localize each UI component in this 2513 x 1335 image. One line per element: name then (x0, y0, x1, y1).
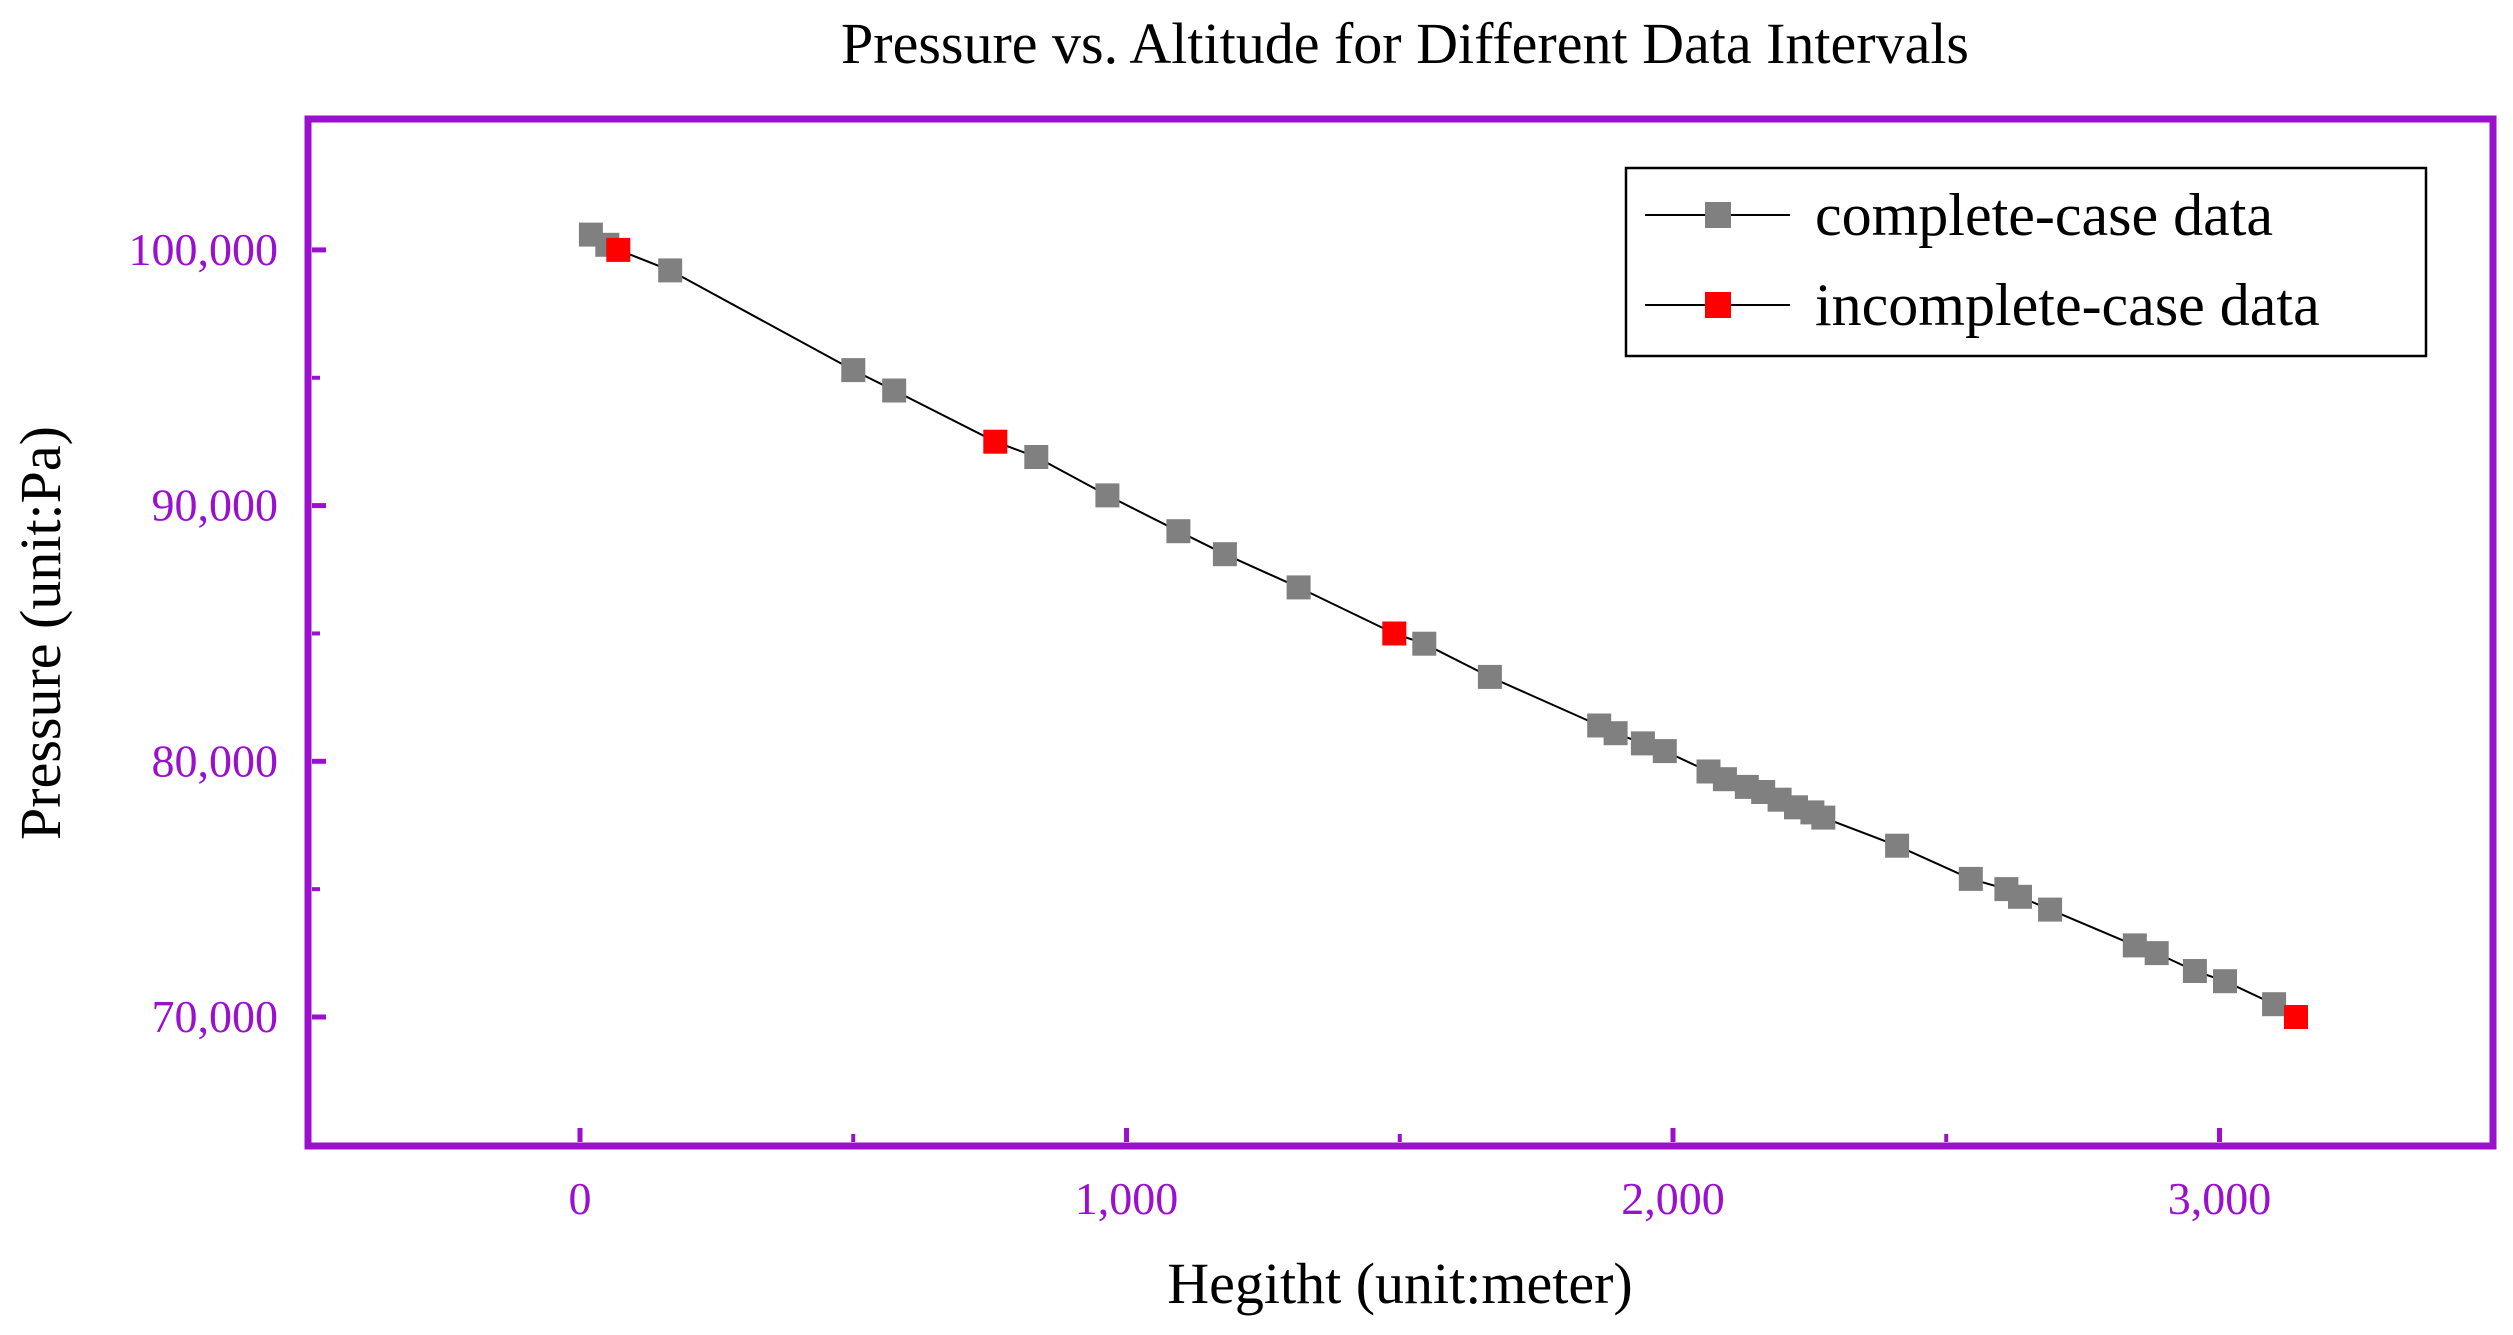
axes: 0 1,000 2,000 3,000 70,000 80,000 90,000 100,00… (129, 224, 2272, 1224)
incomplete-case-point (983, 429, 1008, 454)
incomplete-case-point (1382, 621, 1407, 646)
complete-case-point (2038, 897, 2063, 922)
complete-case-point (2144, 941, 2169, 966)
x-axis-label: Hegitht (unit:meter) (1167, 1251, 1632, 1316)
complete-case-point (1412, 631, 1437, 656)
complete-case-point (2182, 959, 2207, 983)
x-tick-label: 0 (569, 1173, 592, 1224)
plot-area (578, 222, 2308, 1029)
incomplete-case-point (2284, 1005, 2308, 1029)
complete-case-point (1024, 445, 1049, 469)
complete-case-point (1885, 833, 1910, 858)
legend-box (1624, 166, 2428, 358)
complete-case-point (2122, 933, 2147, 958)
complete-case-point (841, 358, 866, 383)
complete-case-point (1958, 866, 1983, 891)
complete-case-point (882, 378, 907, 403)
incomplete-case-point (606, 237, 631, 262)
complete-case-point (1652, 739, 1677, 764)
complete-case-point (1286, 575, 1311, 600)
complete-case-point (2008, 884, 2032, 909)
legend-marker (1705, 202, 1731, 228)
complete-case-point (2262, 992, 2287, 1017)
complete-case-point (658, 258, 683, 283)
legend-label: complete-case data (1815, 182, 2273, 248)
complete-case-point (1811, 805, 1836, 830)
y-axis-label: Pressure (unit:Pa) (8, 426, 73, 840)
complete-case-point (1630, 731, 1655, 756)
complete-case-point (1166, 519, 1191, 544)
complete-case-point (2213, 969, 2237, 994)
legend-marker (1705, 292, 1731, 318)
complete-case-point (1477, 664, 1502, 689)
legend-label: incomplete-case data (1815, 272, 2320, 338)
plot-frame (304, 115, 2497, 1150)
legend: complete-case data incomplete-case data (1624, 166, 2428, 358)
x-tick-label: 3,000 (2168, 1173, 2272, 1224)
chart-title: Pressure vs. Altitude for Different Data… (841, 11, 1969, 76)
x-tick-label: 2,000 (1621, 1173, 1725, 1224)
y-tick-label: 90,000 (152, 480, 279, 531)
complete-case-point (1712, 767, 1737, 792)
y-tick-label: 100,000 (129, 224, 279, 275)
y-tick-label: 70,000 (152, 991, 279, 1042)
complete-case-point (1603, 721, 1628, 746)
complete-case-point (1095, 483, 1120, 508)
x-tick-label: 1,000 (1075, 1173, 1179, 1224)
y-tick-label: 80,000 (152, 735, 279, 786)
legend-items: complete-case data incomplete-case data (1645, 182, 2320, 338)
complete-case-point (1212, 542, 1237, 567)
